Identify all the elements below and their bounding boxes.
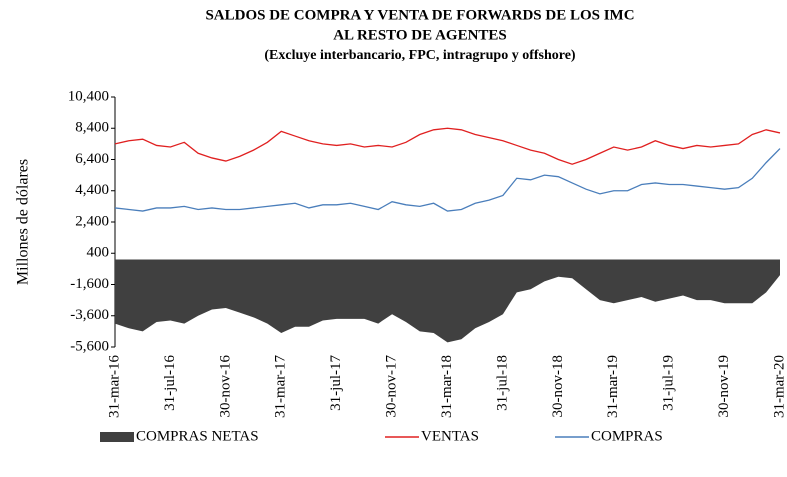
y-axis-label: Millones de dólares [15, 159, 32, 285]
x-tick-label: 30-nov-16 [217, 355, 233, 418]
line [114, 148, 781, 212]
x-tick-label: 31-mar-20 [771, 355, 787, 418]
y-tick-label: 10,400 [68, 88, 109, 104]
x-tick-label: 31-mar-18 [439, 355, 455, 418]
y-tick-label: 6,400 [75, 151, 109, 167]
chart-note: (Excluye interbancario, FPC, intragrupo … [264, 48, 576, 63]
x-tick-label: 31-mar-16 [106, 355, 122, 419]
legend-label: COMPRAS NETAS [136, 428, 259, 444]
y-tick-label: 4,400 [75, 182, 109, 198]
x-tick-label: 31-jul-16 [162, 355, 178, 411]
y-tick-label: 2,400 [75, 213, 109, 229]
legend-label: VENTAS [421, 428, 479, 444]
y-tick-label: -1,600 [70, 276, 109, 292]
line [114, 127, 781, 165]
legend-label: COMPRAS [591, 428, 663, 444]
x-tick-label: 30-nov-19 [716, 355, 732, 418]
y-tick-label: 400 [87, 245, 110, 261]
x-tick-label: 30-nov-17 [384, 355, 400, 418]
y-tick-label: -3,600 [70, 307, 109, 323]
x-tick-label: 31-jul-18 [494, 355, 510, 411]
x-tick-label: 31-mar-19 [605, 355, 621, 418]
chart-title: SALDOS DE COMPRA Y VENTA DE FORWARDS DE … [205, 7, 634, 23]
y-tick-label: 8,400 [75, 120, 109, 136]
x-tick-label: 31-jul-19 [661, 355, 677, 411]
legend-swatch [100, 432, 134, 442]
area [115, 259, 780, 343]
x-tick-label: 31-mar-17 [273, 355, 289, 419]
x-tick-label: 31-jul-17 [328, 355, 344, 411]
y-tick-label: -5,600 [70, 338, 109, 354]
x-tick-label: 30-nov-18 [550, 355, 566, 418]
chart-subtitle: AL RESTO DE AGENTES [333, 27, 507, 43]
